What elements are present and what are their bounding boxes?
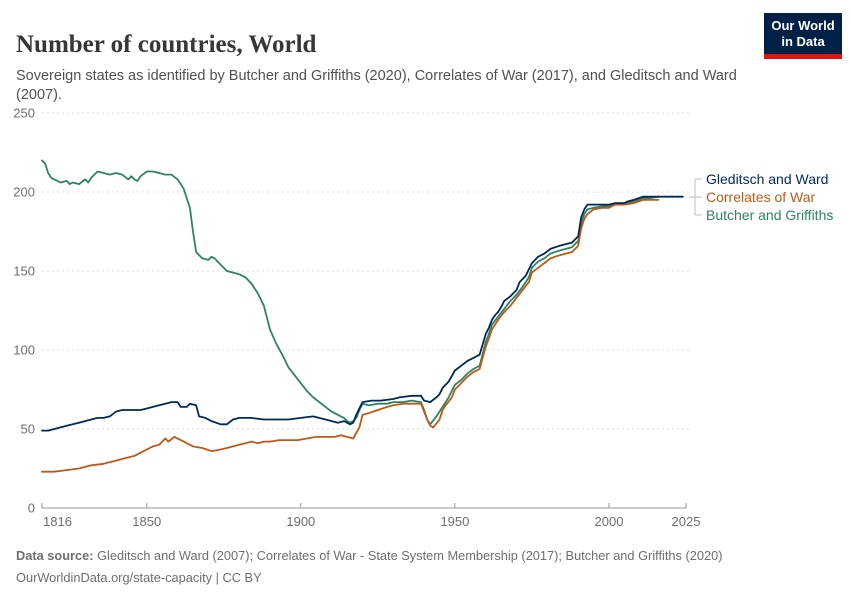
chart-footer: Data source: Gleditsch and Ward (2007); … bbox=[16, 545, 836, 589]
x-tick-label-2025: 2025 bbox=[672, 514, 701, 529]
series-line-correlates-of-war[interactable] bbox=[41, 198, 660, 473]
legend-label-butcher-and-griffiths[interactable]: Butcher and Griffiths bbox=[706, 207, 833, 223]
x-axis bbox=[41, 503, 687, 509]
owid-logo: Our World in Data bbox=[764, 13, 842, 59]
y-tick-label-100: 100 bbox=[13, 343, 35, 358]
series-line-gleditsch-and-ward[interactable] bbox=[41, 195, 684, 432]
license-line: OurWorldinData.org/state-capacity | CC B… bbox=[16, 569, 262, 585]
legend-label-gleditsch-and-ward[interactable]: Gleditsch and Ward bbox=[706, 171, 828, 187]
series-lines bbox=[41, 159, 684, 473]
y-axis-labels: 0 50 100 150 200 250 bbox=[13, 106, 35, 516]
legend-label-correlates-of-war[interactable]: Correlates of War bbox=[706, 189, 816, 205]
x-axis-labels: 1816 1850 1900 1950 2000 2025 bbox=[43, 514, 700, 529]
x-tick-label-1900: 1900 bbox=[286, 514, 315, 529]
gridlines bbox=[42, 112, 690, 430]
y-tick-label-200: 200 bbox=[13, 185, 35, 200]
x-tick-label-1850: 1850 bbox=[132, 514, 161, 529]
y-tick-label-250: 250 bbox=[13, 106, 35, 121]
x-tick-label-2000: 2000 bbox=[595, 514, 624, 529]
owid-logo-line2: in Data bbox=[781, 33, 825, 49]
data-source-text: Gleditsch and Ward (2007); Correlates of… bbox=[93, 548, 723, 563]
y-tick-label-150: 150 bbox=[13, 264, 35, 279]
x-tick-label-1950: 1950 bbox=[440, 514, 469, 529]
page-title: Number of countries, World bbox=[16, 30, 317, 58]
x-tick-label-1816: 1816 bbox=[43, 514, 72, 529]
owid-logo-line1: Our World bbox=[771, 17, 835, 33]
data-source-line: Data source: Gleditsch and Ward (2007); … bbox=[16, 545, 836, 567]
chart-subtitle: Sovereign states as identified by Butche… bbox=[16, 67, 737, 104]
legend: Gleditsch and Ward Correlates of War Butch… bbox=[689, 171, 833, 223]
y-tick-label-50: 50 bbox=[21, 422, 35, 437]
data-source-label: Data source: bbox=[16, 548, 94, 563]
series-line-butcher-and-griffiths[interactable] bbox=[41, 159, 660, 426]
y-tick-label-0: 0 bbox=[28, 501, 35, 516]
